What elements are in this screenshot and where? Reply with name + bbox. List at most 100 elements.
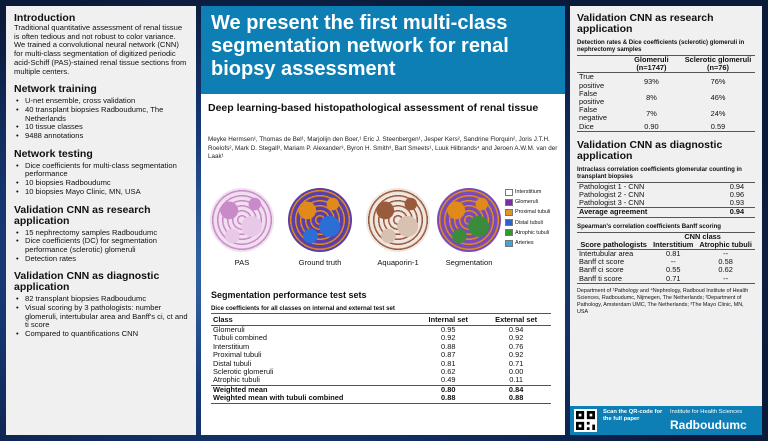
table-header-row: Glomeruli (n=1747) Sclerotic glomeruli (… [577, 55, 755, 73]
affiliations: Department of ¹Pathology and ⁴Nephrology… [577, 287, 749, 315]
table-cell: 0.84 [481, 384, 551, 395]
table-cell: Average agreement [579, 207, 648, 217]
table-row: Proximal tubuli 0.87 0.92 [211, 350, 551, 360]
table-row: True positive 93% 76% [577, 73, 755, 90]
center-footer-band [201, 406, 565, 435]
table-cell: 0.62 [718, 265, 733, 275]
testing-heading: Network testing [14, 147, 93, 160]
left-panel: Introduction Traditional quantitative as… [6, 6, 196, 435]
diagnostic-heading: Validation CNN as diagnostic application [577, 138, 723, 162]
list-item: 40 transplant biopsies Radboudumc, The N… [14, 105, 188, 123]
table-row: Glomeruli 0.95 0.94 [211, 325, 551, 335]
table-cell: 0.92 [508, 333, 524, 343]
image-label: PAS [234, 258, 250, 267]
table-cell: 0.87 [441, 350, 456, 360]
icc-table: Pathologist 1 - CNN 0.94 Pathologist 2 - … [577, 182, 755, 218]
table-cell: -- [723, 249, 729, 259]
table-cell: 8% [646, 92, 657, 102]
column-header [577, 56, 622, 73]
qr-pattern [576, 411, 595, 430]
table-cell: 46% [710, 92, 726, 102]
table-cell: 0.94 [508, 325, 524, 334]
table-row: Weighted mean 0.80 0.84 [211, 384, 551, 395]
research-heading: Validation CNN as research application [577, 12, 714, 35]
legend-label: Atrophic tubuli [515, 229, 550, 236]
list-item: Detection rates [14, 254, 188, 264]
column-header: External set [481, 313, 551, 326]
table-cell: Interstitium [213, 341, 250, 351]
author-list: Meyke Hermsen¹, Thomas de Bel¹, Marjolij… [208, 136, 558, 160]
table-cell: 0.92 [508, 350, 524, 360]
table-row: Pathologist 1 - CNN 0.94 [577, 182, 755, 191]
table-row: Tubuli combined 0.92 0.92 [211, 333, 551, 343]
brand-logo: Radboudumc [670, 418, 747, 432]
legend-item: Atrophic tubuli [505, 228, 550, 238]
qr-caption: Scan the QR-code for the full paper [603, 409, 663, 422]
table-header-row: CNN class [577, 232, 755, 241]
list-item: 10 tissue classes [14, 123, 188, 132]
legend-item: Glomeruli [505, 197, 550, 207]
legend-label: Glomeruli [515, 199, 539, 206]
research-table: Glomeruli (n=1747) Sclerotic glomeruli (… [577, 55, 755, 132]
legend-item: Interstitium [505, 187, 550, 197]
training-list: U-net ensemble, cross validation 40 tran… [14, 97, 188, 141]
column-header: Glomeruli (n=1747) [634, 55, 669, 73]
table-row: Interstitium 0.88 0.76 [211, 341, 551, 351]
table-row: Pathologist 3 - CNN 0.93 [577, 199, 755, 208]
qr-code-icon[interactable] [574, 409, 597, 432]
right-panel: Validation CNN as research application D… [570, 6, 762, 435]
legend-swatch [505, 219, 513, 227]
research-caption: Detection rates & Dice coefficients (scl… [577, 39, 745, 53]
column-header: Class [211, 313, 416, 326]
training-heading: Network training [14, 83, 97, 96]
table-row: Distal tubuli 0.81 0.71 [211, 358, 551, 368]
list-item: 15 nephrectomy samples Radboudumc [14, 228, 188, 238]
table-cell: 0.00 [508, 367, 524, 377]
spearman-table: CNN class Score pathologists Interstitiu… [577, 232, 755, 284]
center-panel: We present the first multi-class segment… [201, 6, 565, 435]
table-cell: Glomeruli [213, 325, 245, 334]
aquaporin-image [366, 188, 430, 252]
legend-label: Proximal tubuli [515, 209, 551, 216]
table-cell: 0.71 [508, 358, 524, 368]
table-cell: 93% [644, 76, 659, 86]
table-cell: 0.59 [710, 121, 726, 131]
diagnostic-validation-heading: Validation CNN as diagnostic application [14, 270, 160, 294]
spearman-caption: Spearman's correlation coefficients Banf… [577, 222, 722, 230]
table-cell: 0.94 [729, 181, 745, 191]
performance-caption: Dice coefficients for all classes on int… [211, 305, 395, 312]
performance-heading: Segmentation performance test sets [211, 290, 367, 300]
table-cell: 0.92 [441, 333, 456, 343]
table-cell: Pathologist 1 - CNN [579, 181, 645, 191]
table-row: Banff ct score -- 0.58 [577, 258, 755, 266]
legend-item: Arteries [505, 238, 550, 248]
table-cell: 0.49 [441, 375, 456, 385]
column-header: Interstitium [653, 239, 694, 249]
footer-band: Scan the QR-code for the full paper Inst… [570, 406, 762, 435]
diagnostic-list: 82 transplant biopsies Radboudumc Visual… [14, 295, 188, 339]
table-cell: 0.94 [729, 207, 745, 217]
table-cell: 0.11 [509, 375, 524, 385]
table-cell: 0.88 [441, 341, 456, 351]
table-cell: 0.71 [666, 273, 681, 283]
list-item: Visual scoring by 3 pathologists: number… [14, 303, 188, 330]
table-row: Average agreement 0.94 [577, 207, 755, 218]
table-cell: Weighted mean [211, 384, 416, 395]
list-item: 82 transplant biopsies Radboudumc [14, 295, 188, 304]
legend-swatch [505, 229, 513, 237]
table-cell: -- [670, 257, 676, 267]
table-cell: -- [723, 273, 729, 283]
table-cell: 0.76 [508, 341, 524, 351]
intro-text: Traditional quantitative assessment of r… [14, 23, 187, 76]
table-cell: 0.90 [644, 121, 659, 131]
table-header-row: Score pathologists Interstitium Atrophic… [577, 239, 755, 250]
table-row: False positive 8% 46% [577, 89, 755, 106]
table-row: Pathologist 2 - CNN 0.96 [577, 190, 755, 199]
table-row: Banff ci score 0.55 0.62 [577, 266, 755, 274]
table-cell: 24% [710, 109, 726, 119]
legend-swatch [505, 239, 513, 247]
performance-table: Class Internal set External set Glomerul… [211, 313, 551, 404]
column-group-header: CNN class [684, 231, 721, 241]
image-row: PAS Ground truth Aquaporin-1 Segmentatio… [205, 188, 501, 273]
table-row: Weighted mean with tubuli combined 0.88 0.… [211, 394, 551, 404]
